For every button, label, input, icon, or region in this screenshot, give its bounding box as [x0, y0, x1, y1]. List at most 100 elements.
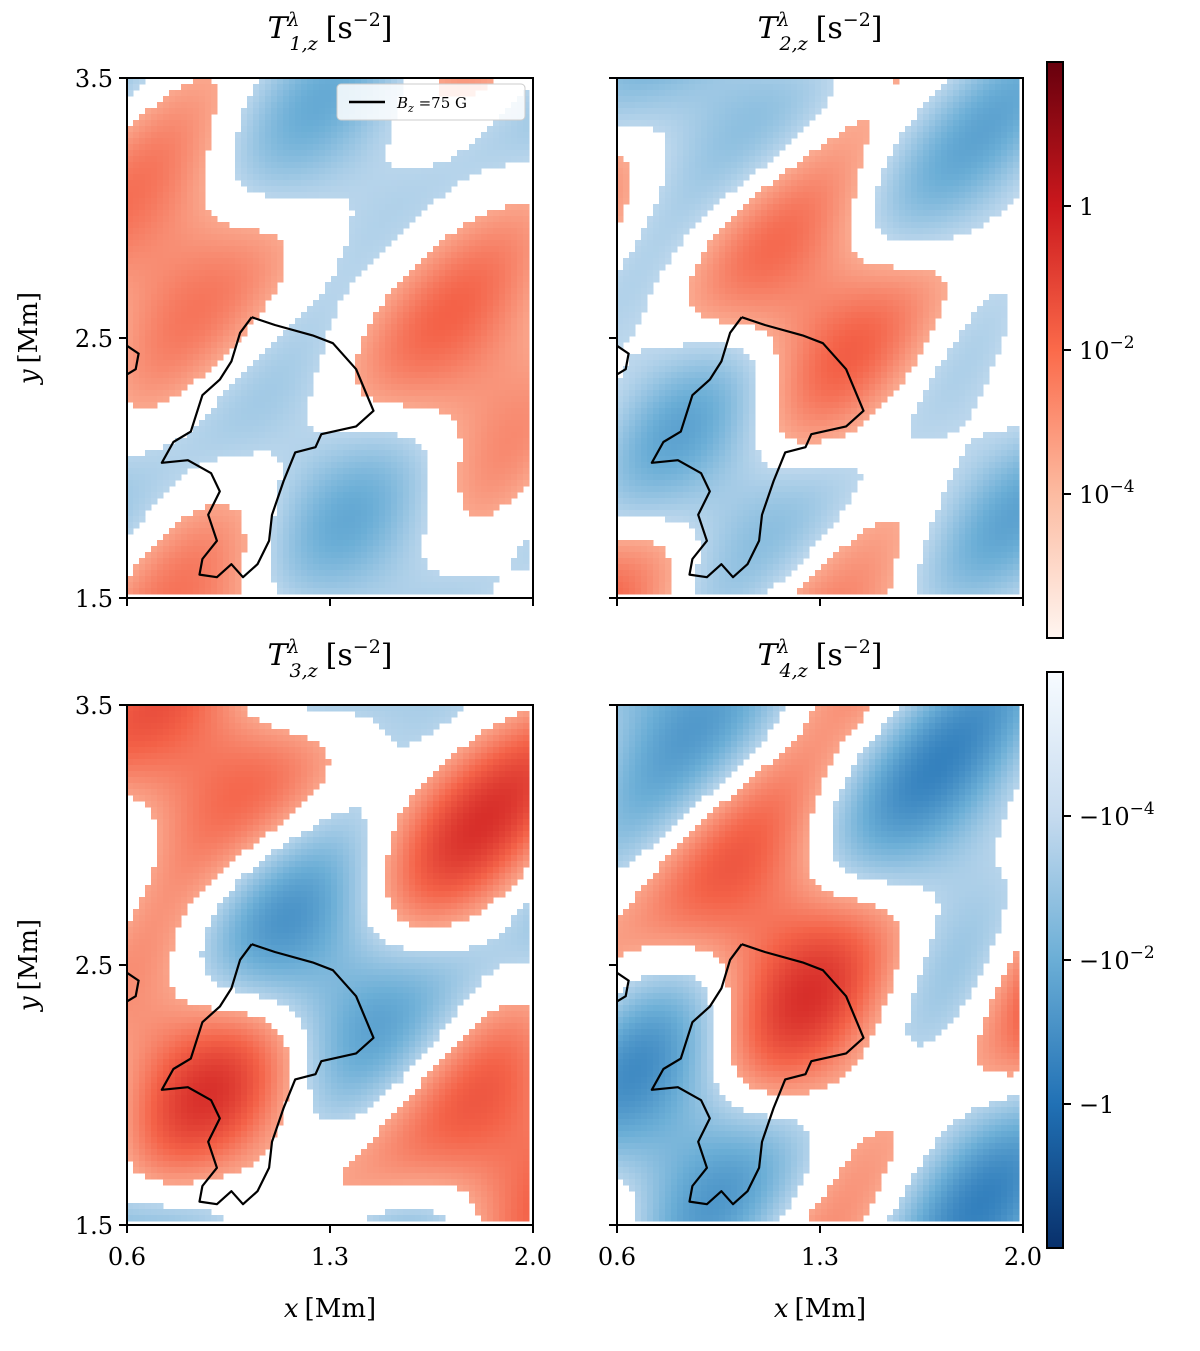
heatmap-cell [421, 186, 428, 193]
heatmap-cell [499, 396, 506, 403]
heatmap-cell [481, 498, 488, 505]
heatmap-cell [169, 570, 176, 577]
heatmap-cell [469, 426, 476, 433]
heatmap-cell [755, 138, 762, 145]
heatmap-cell [181, 114, 188, 121]
heatmap-cell [737, 174, 744, 181]
heatmap-cell [653, 84, 660, 91]
heatmap-cell [977, 180, 984, 187]
heatmap-cell [283, 492, 290, 499]
heatmap-cell [241, 150, 248, 157]
heatmap-cell [193, 582, 200, 589]
heatmap-cell [199, 276, 206, 283]
heatmap-cell [935, 90, 942, 97]
heatmap-cell [671, 156, 678, 163]
heatmap-cell [761, 162, 768, 169]
heatmap-cell [133, 486, 140, 493]
heatmap-cell [229, 276, 236, 283]
heatmap-cell [701, 150, 708, 157]
heatmap-cell [295, 444, 302, 451]
heatmap-cell [779, 186, 786, 193]
heatmap-cell [665, 96, 672, 103]
heatmap-cell [899, 132, 906, 139]
heatmap-cell [983, 156, 990, 163]
heatmap-cell [995, 138, 1002, 145]
heatmap-cell [217, 450, 224, 457]
heatmap-cell [731, 174, 738, 181]
heatmap-cell [487, 468, 494, 475]
heatmap-cell [397, 210, 404, 217]
heatmap-cell [319, 162, 326, 169]
heatmap-cell [379, 474, 386, 481]
heatmap-cell [265, 270, 272, 277]
heatmap-cell [229, 420, 236, 427]
heatmap-cell [295, 84, 302, 91]
heatmap-cell [295, 150, 302, 157]
heatmap-cell [187, 360, 194, 367]
heatmap-cell [415, 498, 422, 505]
heatmap-cell [253, 432, 260, 439]
heatmap-cell [403, 168, 410, 175]
heatmap-cell [475, 378, 482, 385]
heatmap-cell [337, 282, 344, 289]
heatmap-cell [361, 126, 368, 133]
heatmap-cell [193, 156, 200, 163]
heatmap-cell [235, 510, 242, 517]
heatmap-cell [199, 258, 206, 265]
heatmap-cell [325, 84, 332, 91]
heatmap-cell [169, 546, 176, 553]
heatmap-cell [743, 114, 750, 121]
heatmap-cell [247, 156, 254, 163]
heatmap-cell [445, 306, 452, 313]
heatmap-cell [289, 336, 296, 343]
heatmap-cell [157, 492, 164, 499]
heatmap-cell [905, 180, 912, 187]
heatmap-cell [199, 360, 206, 367]
heatmap-cell [487, 420, 494, 427]
heatmap-cell [307, 150, 314, 157]
heatmap-cell [409, 456, 416, 463]
heatmap-cell [713, 96, 720, 103]
heatmap-cell [971, 180, 978, 187]
heatmap-cell [893, 150, 900, 157]
heatmap-cell [893, 156, 900, 163]
heatmap-cell [385, 582, 392, 589]
heatmap-cell [145, 300, 152, 307]
heatmap-cell [181, 384, 188, 391]
heatmap-cell [493, 246, 500, 253]
heatmap-cell [767, 120, 774, 127]
heatmap-cell [511, 372, 518, 379]
heatmap-cell [277, 174, 284, 181]
heatmap-cell [283, 156, 290, 163]
heatmap-cell [647, 120, 654, 127]
heatmap-cell [217, 264, 224, 271]
heatmap-cell [133, 144, 140, 151]
heatmap-cell [187, 366, 194, 373]
heatmap-cell [187, 84, 194, 91]
heatmap-cell [229, 228, 236, 235]
heatmap-cell [247, 144, 254, 151]
heatmap-cell [397, 384, 404, 391]
heatmap-cell [295, 522, 302, 529]
heatmap-cell [205, 420, 212, 427]
heatmap-cell [277, 432, 284, 439]
heatmap-cell [175, 336, 182, 343]
heatmap-cell [439, 384, 446, 391]
heatmap-cell [247, 138, 254, 145]
heatmap-cell [809, 186, 816, 193]
heatmap-cell [301, 462, 308, 469]
heatmap-cell [145, 234, 152, 241]
heatmap-cell [493, 408, 500, 415]
heatmap-cell [433, 330, 440, 337]
heatmap-cell [851, 186, 858, 193]
heatmap-cell [373, 468, 380, 475]
heatmap-cell [235, 312, 242, 319]
heatmap-cell [277, 96, 284, 103]
heatmap-cell [983, 162, 990, 169]
heatmap-cell [133, 564, 140, 571]
heatmap-cell [229, 246, 236, 253]
heatmap-cell [439, 174, 446, 181]
heatmap-cell [259, 264, 266, 271]
heatmap-cell [665, 174, 672, 181]
heatmap-cell [163, 222, 170, 229]
